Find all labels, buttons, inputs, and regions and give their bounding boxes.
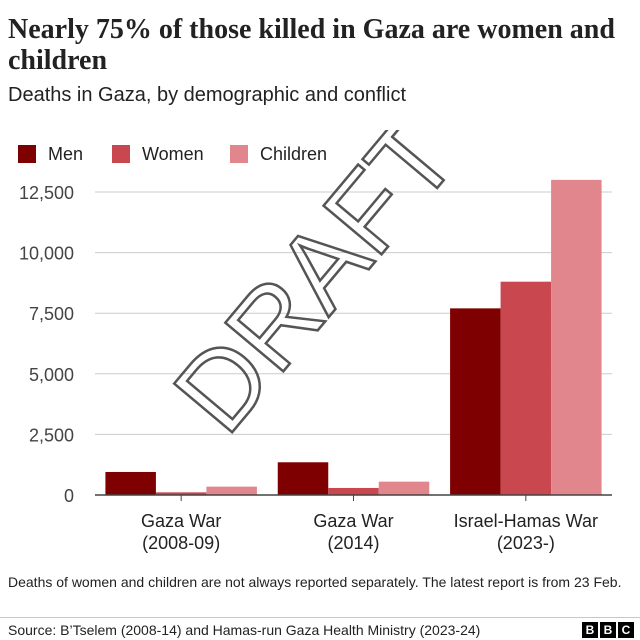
- bar-chart: Men Women Children 0 2,500 5,000 7,500 10,000 12…: [18, 130, 612, 553]
- legend-label-men: Men: [48, 144, 83, 164]
- bar-women: [328, 487, 379, 495]
- bar-men: [450, 308, 501, 495]
- chart-title: Nearly 75% of those killed in Gaza are w…: [8, 14, 615, 76]
- legend-swatch-men: [18, 145, 36, 163]
- bar-women: [500, 281, 552, 495]
- x-tick-label: Gaza War: [313, 511, 393, 531]
- x-tick-label: (2023-): [497, 533, 555, 553]
- y-tick-label: 0: [64, 486, 74, 506]
- y-tick-label: 12,500: [19, 183, 74, 203]
- footnote: Deaths of women and children are not alw…: [8, 574, 622, 590]
- logo-letter: C: [618, 622, 634, 638]
- bar-men: [277, 462, 329, 495]
- bbc-logo: B B C: [582, 622, 634, 638]
- legend-swatch-children: [230, 145, 248, 163]
- legend-label-children: Children: [260, 144, 327, 164]
- x-tick-label: (2008-09): [142, 533, 220, 553]
- legend-label-women: Women: [142, 144, 204, 164]
- draft-watermark: DRAFT: [151, 130, 481, 455]
- x-tick-label: Gaza War: [141, 511, 221, 531]
- logo-letter: B: [582, 622, 598, 638]
- legend-swatch-women: [112, 145, 130, 163]
- y-tick-label: 7,500: [29, 304, 74, 324]
- bar-women: [155, 492, 207, 495]
- y-tick-label: 2,500: [29, 425, 74, 445]
- y-tick-label: 10,000: [19, 244, 74, 264]
- divider: [0, 617, 640, 618]
- y-tick-label: 5,000: [29, 365, 74, 385]
- x-tick-label: (2014): [327, 533, 379, 553]
- chart-legend: Men Women Children: [18, 144, 327, 164]
- bar-children: [378, 481, 430, 495]
- chart-subtitle: Deaths in Gaza, by demographic and confl…: [8, 84, 406, 106]
- x-tick-label: Israel-Hamas War: [454, 511, 598, 531]
- bar-children: [206, 486, 257, 495]
- bar-men: [105, 471, 156, 495]
- logo-letter: B: [600, 622, 616, 638]
- source-note: Source: B’Tselem (2008-14) and Hamas-run…: [8, 622, 481, 638]
- bar-children: [551, 179, 602, 495]
